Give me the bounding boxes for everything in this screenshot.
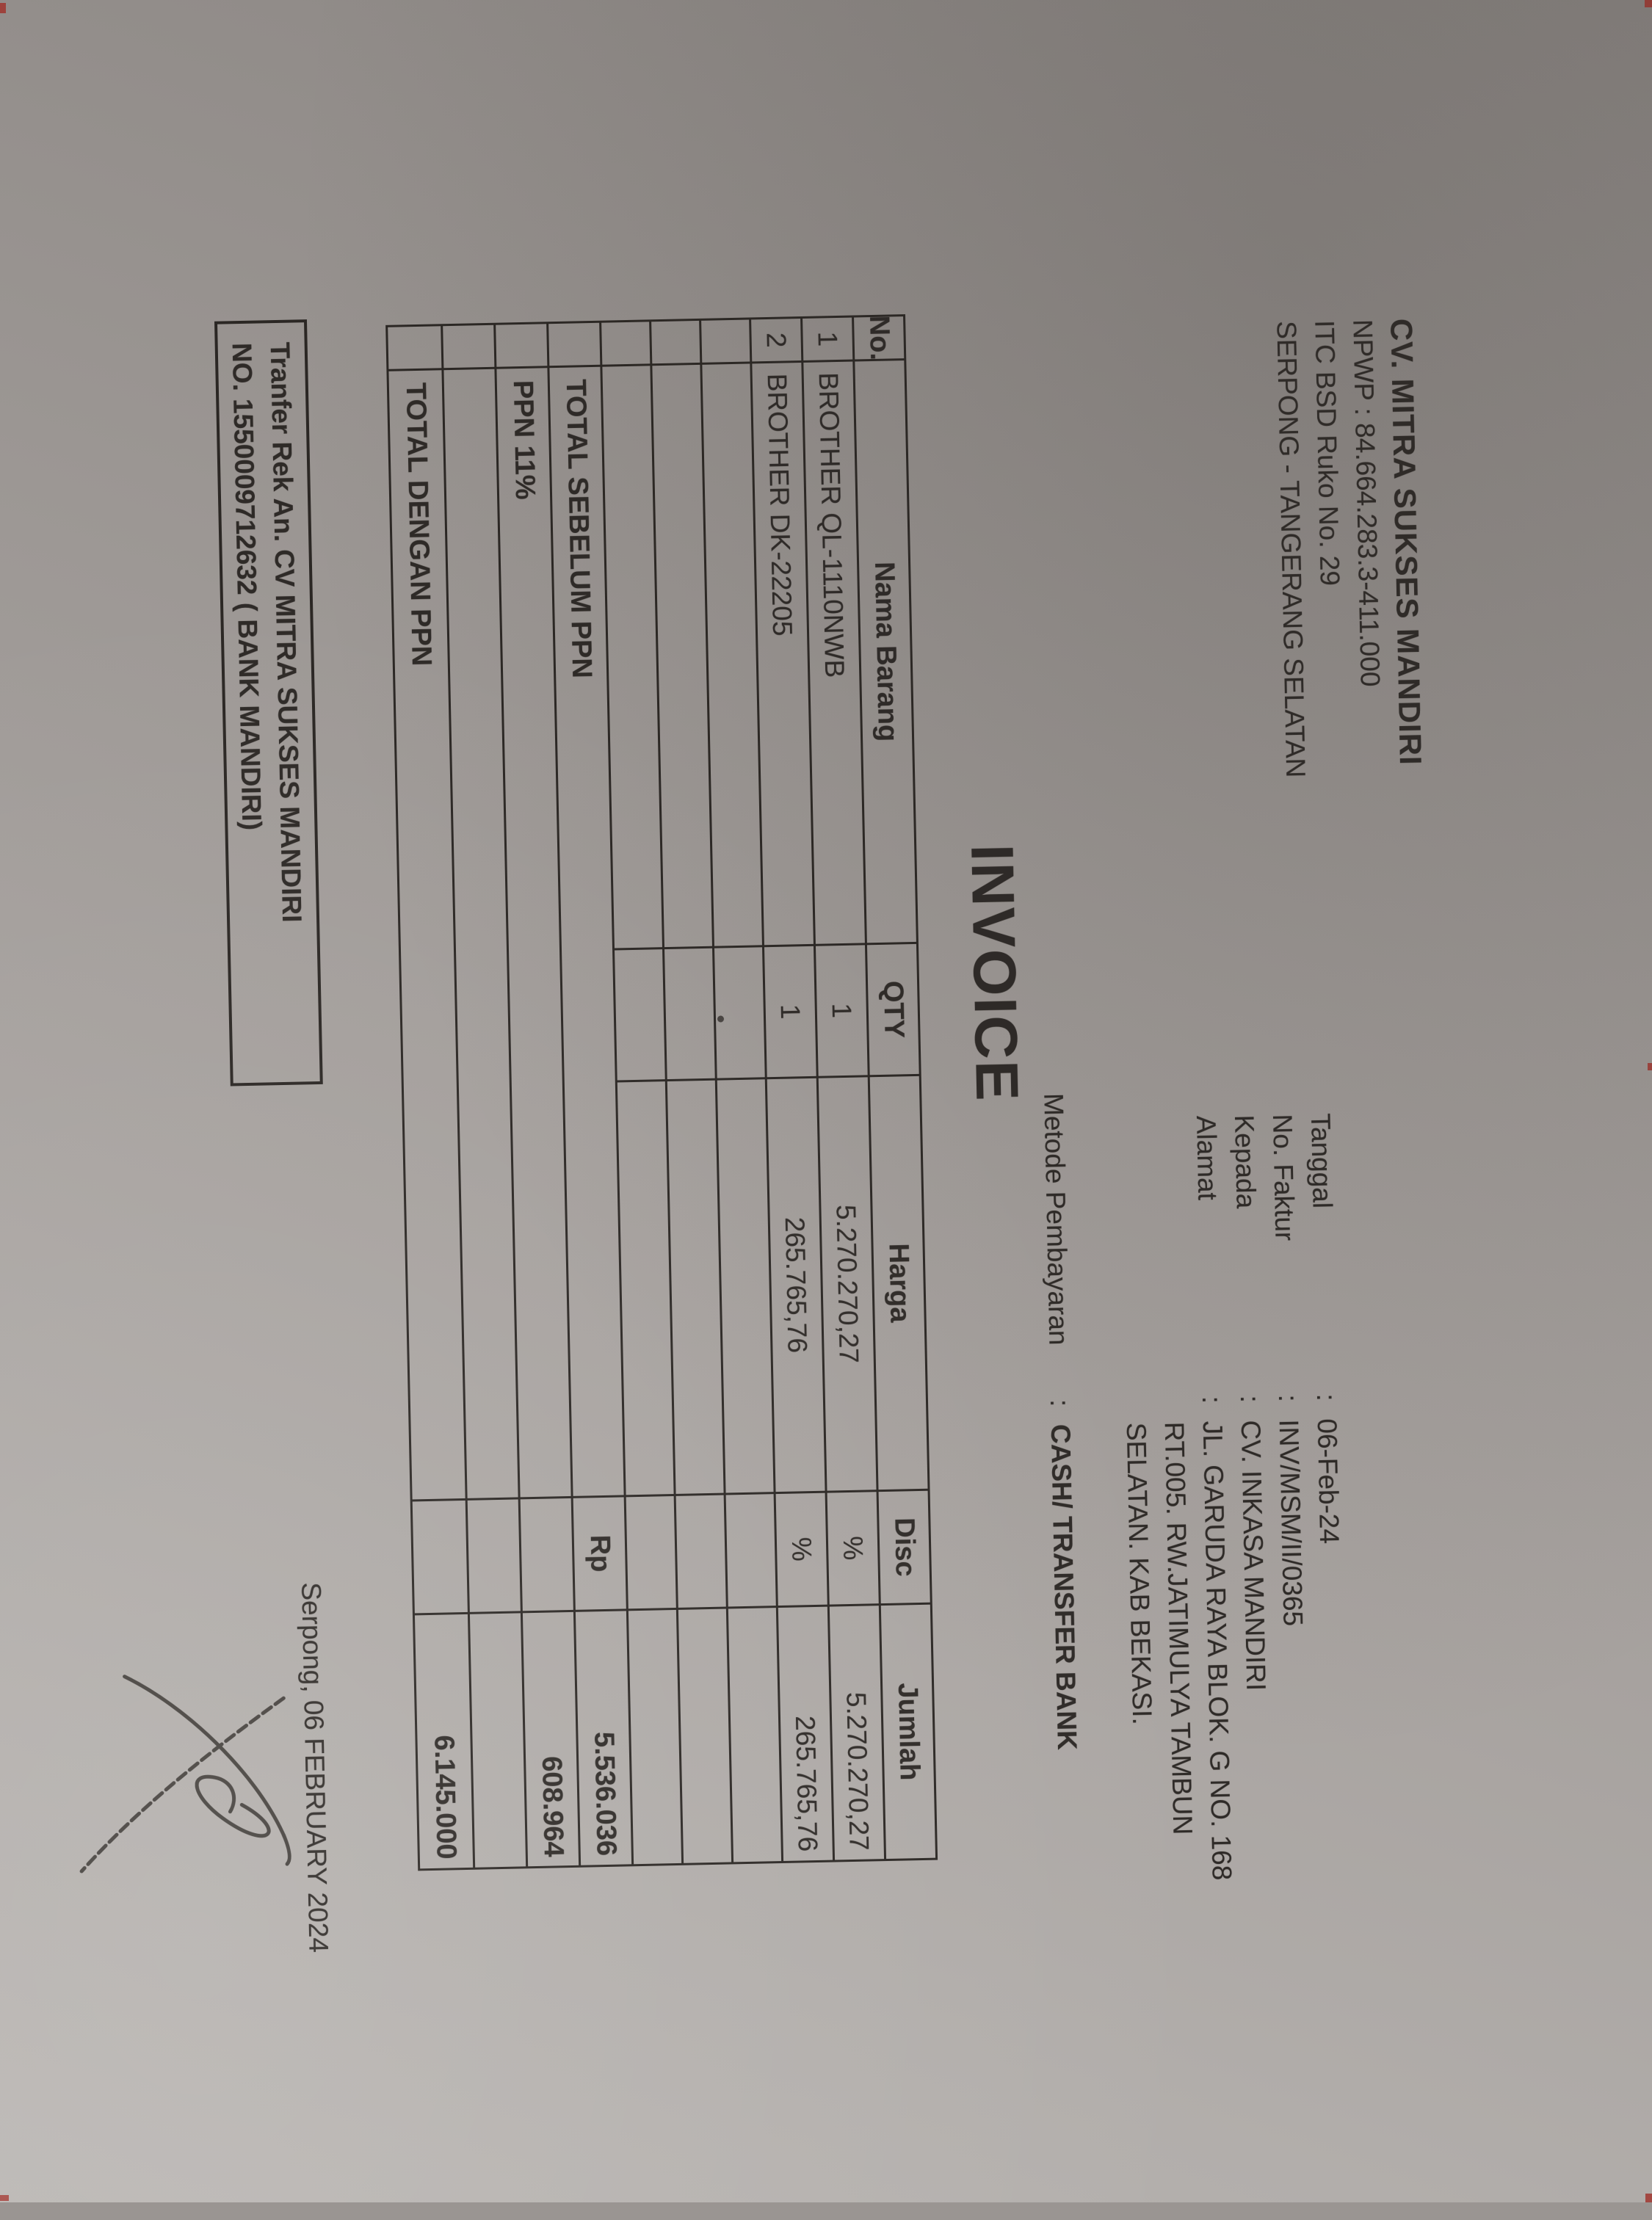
total-value-dengan-ppn: 6.145.000	[428, 1735, 463, 1860]
col-header-harga: Harga	[867, 1075, 928, 1492]
payment-method-label: Metode Pembayaran	[1038, 1092, 1074, 1346]
cell-disc: %	[773, 1492, 827, 1608]
payment-method-row: Metode Pembayaran: CASH/ TRANSFER BANK	[1037, 1093, 1082, 1751]
cell-amount: 5.270.270,27	[827, 1606, 885, 1860]
empty-cell	[662, 948, 715, 1082]
cell-qty: 1	[813, 945, 868, 1078]
empty-cell	[388, 326, 442, 371]
empty-cell	[441, 324, 495, 371]
meta-label: No. Faktur	[1267, 1114, 1300, 1241]
page-title: INVOICE	[958, 844, 1031, 1103]
cell-no: 2	[749, 319, 802, 364]
empty-cell	[649, 320, 700, 366]
currency-cell	[518, 1498, 573, 1614]
colon: :	[1272, 1394, 1304, 1403]
empty-cell	[493, 324, 548, 369]
col-header-disc: Disc	[876, 1490, 930, 1606]
meta-label: Kepada	[1228, 1114, 1261, 1209]
cell-amount: 265.765,76	[775, 1606, 833, 1862]
colon: :	[1311, 1393, 1342, 1402]
empty-cell	[712, 947, 765, 1081]
meta-row-tanggal: Tanggal: 06-Feb-24	[1305, 1113, 1344, 1544]
meta-row-kepada: Kepada: CV. INKASA MANDIRI	[1228, 1114, 1271, 1691]
empty-cell	[623, 1495, 676, 1611]
meta-value: CV. INKASA MANDIRI	[1235, 1420, 1272, 1691]
meta-value: INV/MSM/II/0365	[1273, 1418, 1308, 1627]
empty-cell	[664, 1080, 724, 1496]
recipient-address-line2: RT.005. RW.JATIMULYA TAMBUN	[1159, 1421, 1198, 1835]
colon: :	[1196, 1396, 1228, 1404]
col-header-jumlah: Jumlah	[878, 1604, 936, 1860]
colon: :	[1044, 1399, 1076, 1407]
total-value-sebelum-ppn: 5.536.036	[573, 1611, 632, 1865]
cell-disc: %	[825, 1492, 879, 1607]
seller-address-line1: ITC BSD Ruko No. 29	[1309, 319, 1345, 587]
empty-cell	[465, 1499, 521, 1614]
cell-qty: 1	[762, 946, 816, 1080]
payment-method-value: CASH/ TRANSFER BANK	[1045, 1423, 1082, 1751]
recipient-address-line3: SELATAN. KAB BEKASI.	[1120, 1422, 1158, 1726]
meta-value: JL. GARUDA RAYA BLOK. G NO. 168	[1197, 1421, 1237, 1881]
empty-cell	[673, 1495, 726, 1610]
empty-cell	[612, 949, 665, 1083]
corner-artifact	[0, 3, 6, 13]
empty-cell	[546, 322, 601, 369]
signature	[79, 1675, 291, 1873]
meta-row-alamat: Alamat: JL. GARUDA RAYA BLOK. G NO. 168	[1190, 1115, 1237, 1880]
meta-label: Alamat	[1190, 1115, 1223, 1201]
col-header-qty: QTY	[864, 943, 919, 1078]
meta-value: 06-Feb-24	[1311, 1418, 1345, 1545]
empty-cell	[599, 322, 651, 367]
total-value-ppn: 608.964	[520, 1611, 579, 1867]
currency-cell: Rp	[570, 1497, 626, 1612]
colon: :	[1234, 1395, 1266, 1404]
currency-cell	[412, 1500, 468, 1616]
cell-no: 1	[800, 317, 853, 363]
empty-cell	[615, 1081, 674, 1498]
items-table: No. Nama Barang QTY Harga Disc Jumlah 1 …	[385, 314, 938, 1871]
bank-transfer-box: Tranfer Rek An. CV MITRA SUKSES MANDIRI …	[214, 319, 323, 1087]
cell-price: 5.270.270,27	[816, 1077, 877, 1493]
corner-artifact	[1645, 2194, 1652, 2202]
corner-artifact	[0, 2195, 9, 2201]
empty-cell	[467, 1613, 526, 1868]
seller-address-line2: SERPONG - TANGERANG SELATAN	[1271, 320, 1311, 778]
empty-cell	[626, 1609, 682, 1865]
empty-cell	[725, 1608, 782, 1862]
cell-price: 265.765,76	[764, 1078, 825, 1495]
empty-cell	[723, 1494, 776, 1609]
seller-name: CV. MITRA SUKSES MANDIRI	[1384, 318, 1429, 766]
corner-artifact	[1645, 0, 1652, 7]
empty-cell	[714, 1079, 774, 1495]
meta-row-no-faktur: No. Faktur: INV/MSM/II/0365	[1267, 1114, 1308, 1626]
meta-label: Tanggal	[1305, 1112, 1338, 1209]
seller-npwp: NPWP : 84.664.283.3-411.000	[1347, 319, 1385, 687]
empty-cell	[699, 319, 750, 365]
empty-cell	[675, 1608, 732, 1863]
edge-artifact	[1648, 1063, 1652, 1070]
col-header-no: No.	[852, 316, 905, 362]
